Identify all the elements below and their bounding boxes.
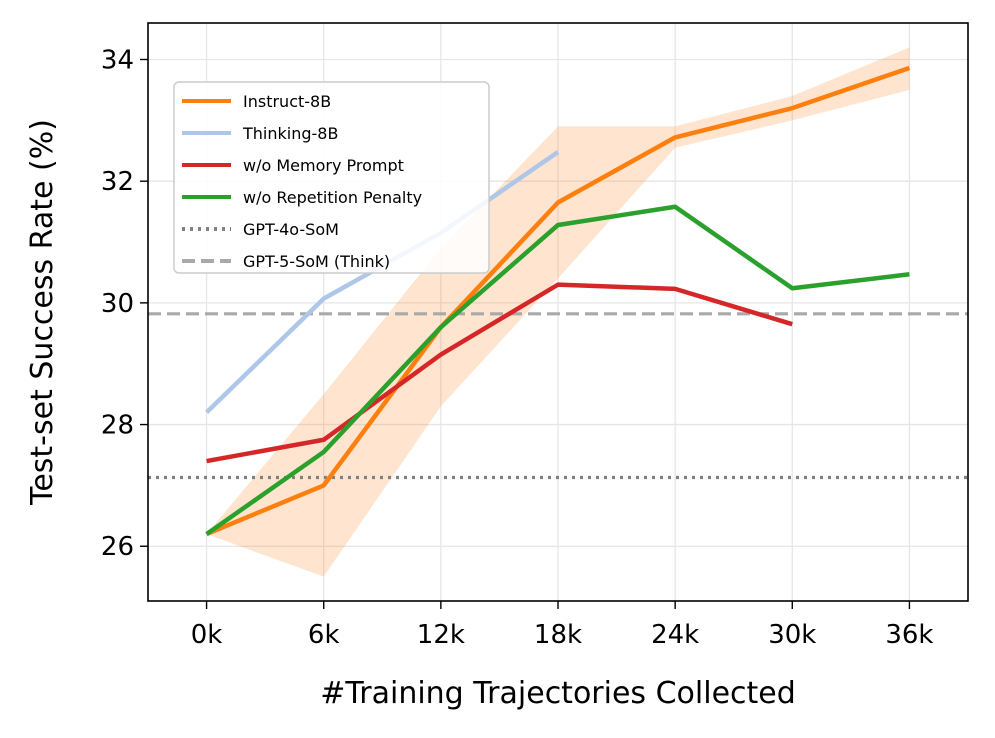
legend-items: Instruct-8B Thinking-8B w/o Memory Prompt w… [182, 92, 422, 271]
y-tick-label: 28 [101, 411, 134, 441]
y-tick-label: 26 [101, 532, 134, 562]
legend-label: Thinking-8B [242, 124, 338, 143]
legend-label: Instruct-8B [243, 92, 331, 111]
series-line [206, 282, 793, 464]
y-axis-ticks: 26 28 30 32 34 [101, 46, 148, 562]
series-line [205, 204, 910, 536]
legend-label: w/o Repetition Penalty [243, 188, 422, 207]
x-tick-label: 24k [651, 620, 699, 650]
legend-label: GPT-4o-SoM [243, 220, 339, 239]
series-lines [205, 65, 911, 537]
x-axis-ticks: 0k 6k 12k 18k 24k 30k 36k [191, 601, 933, 650]
y-tick-label: 34 [101, 46, 134, 76]
x-tick-label: 30k [768, 620, 816, 650]
x-tick-label: 18k [534, 620, 582, 650]
x-tick-label: 36k [885, 620, 933, 650]
x-axis-label: #Training Trajectories Collected [320, 676, 796, 711]
y-tick-label: 32 [101, 167, 134, 197]
x-tick-label: 12k [417, 620, 465, 650]
confidence-bands [206, 47, 910, 577]
x-tick-label: 0k [191, 620, 223, 650]
legend-box [173, 81, 490, 274]
x-tick-label: 6k [308, 620, 340, 650]
y-axis-label: Test-set Success Rate (%) [25, 119, 60, 506]
series-line [205, 65, 911, 537]
confidence-band [206, 47, 910, 577]
legend: Instruct-8B Thinking-8B w/o Memory Prompt w… [173, 81, 490, 274]
legend-label: GPT-5-SoM (Think) [243, 252, 390, 271]
y-tick-label: 30 [101, 289, 134, 319]
legend-label: w/o Memory Prompt [243, 156, 404, 175]
